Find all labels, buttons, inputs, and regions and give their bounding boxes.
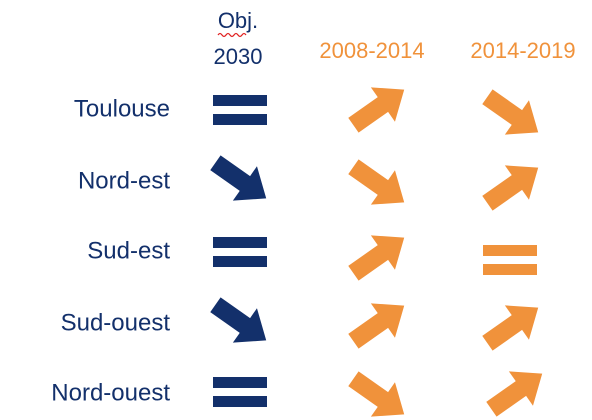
row-label: Nord-ouest bbox=[51, 379, 170, 406]
row-label: Toulouse bbox=[74, 95, 170, 122]
arrow-up-icon bbox=[341, 72, 417, 143]
arrow-down-icon bbox=[475, 79, 551, 150]
row-label: Sud-ouest bbox=[61, 309, 171, 336]
arrow-up-icon bbox=[479, 356, 555, 420]
header-period: 2008-2014 bbox=[319, 38, 424, 63]
arrow-down-icon bbox=[341, 149, 417, 220]
arrow-up-icon bbox=[341, 288, 417, 359]
equal-icon bbox=[213, 95, 267, 125]
equal-icon bbox=[213, 237, 267, 267]
row-label: Nord-est bbox=[78, 167, 170, 194]
header-period: 2014-2019 bbox=[470, 38, 575, 63]
arrow-up-icon bbox=[475, 290, 551, 361]
row-label: Sud-est bbox=[87, 237, 170, 264]
spellcheck-underline bbox=[217, 32, 247, 38]
arrow-down-icon bbox=[203, 287, 279, 358]
header-objective-line2: 2030 bbox=[214, 44, 263, 69]
arrow-up-icon bbox=[341, 220, 417, 291]
arrow-down-icon bbox=[341, 361, 417, 420]
arrow-down-icon bbox=[203, 145, 279, 216]
equal-icon bbox=[483, 245, 537, 275]
arrow-up-icon bbox=[475, 150, 551, 221]
header-objective-line1: Obj. bbox=[218, 8, 258, 33]
equal-icon bbox=[213, 377, 267, 407]
